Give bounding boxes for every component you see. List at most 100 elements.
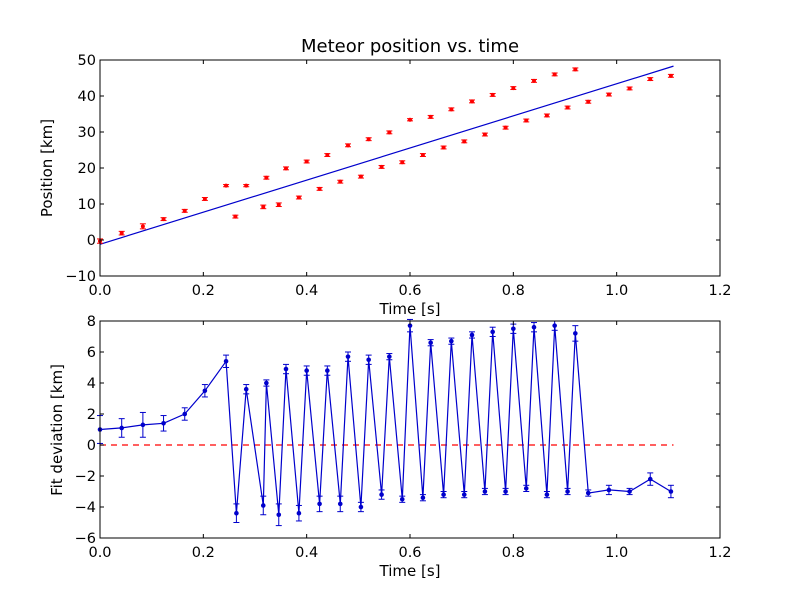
deviation-point bbox=[503, 489, 508, 494]
position-ytick-label: 50 bbox=[78, 53, 96, 69]
deviation-point bbox=[161, 421, 166, 426]
deviation-point bbox=[511, 326, 516, 332]
deviation-ytick-label: 6 bbox=[87, 345, 96, 361]
deviation-point bbox=[119, 425, 124, 431]
position-xtick-label: 1.0 bbox=[605, 283, 628, 299]
deviation-point bbox=[441, 492, 446, 497]
deviation-point bbox=[469, 332, 475, 338]
deviation-ytick-label: 2 bbox=[87, 407, 96, 423]
position-point bbox=[387, 130, 392, 135]
deviation-xtick-label: 1.0 bbox=[605, 545, 628, 561]
position-point bbox=[606, 92, 611, 97]
position-xtick-label: 0.6 bbox=[398, 283, 421, 299]
deviation-xtick-label: 0.6 bbox=[398, 545, 421, 561]
position-point bbox=[276, 202, 281, 207]
deviation-point bbox=[366, 357, 371, 363]
position-ytick-label: −10 bbox=[65, 269, 96, 285]
position-ytick-label: 10 bbox=[78, 197, 96, 213]
deviation-xtick-label: 0.0 bbox=[88, 545, 111, 561]
deviation-point bbox=[276, 512, 282, 518]
deviation-point bbox=[523, 486, 529, 491]
position-point bbox=[648, 77, 653, 82]
position-point bbox=[346, 143, 350, 148]
deviation-point bbox=[283, 366, 289, 372]
deviation-point bbox=[317, 501, 322, 507]
deviation-point bbox=[606, 487, 612, 493]
position-point bbox=[284, 166, 288, 171]
position-point bbox=[161, 217, 166, 222]
position-point bbox=[233, 214, 238, 219]
position-point bbox=[565, 105, 570, 110]
position-plot-title: Meteor position vs. time bbox=[301, 36, 519, 57]
position-point bbox=[511, 86, 516, 91]
position-plot: Meteor position vs. time 0.0 0.2 0.4 0.6 0.8… bbox=[38, 36, 732, 318]
deviation-point bbox=[482, 489, 488, 494]
deviation-xtick-label: 1.2 bbox=[708, 545, 731, 561]
position-point bbox=[317, 186, 322, 191]
position-point bbox=[408, 117, 412, 122]
deviation-point bbox=[182, 411, 188, 417]
position-point bbox=[627, 86, 632, 91]
deviation-point bbox=[234, 510, 239, 516]
position-point bbox=[400, 160, 405, 165]
position-point bbox=[490, 92, 495, 97]
deviation-point bbox=[552, 323, 557, 328]
position-point bbox=[325, 153, 330, 158]
position-ytick-label: 20 bbox=[78, 161, 96, 177]
deviation-point bbox=[573, 331, 578, 336]
position-point bbox=[202, 196, 207, 201]
position-plot-ticks: 0.0 0.2 0.4 0.6 0.8 1.0 1.2 −10 0 10 20 30 40 50 bbox=[65, 53, 731, 299]
position-point bbox=[482, 132, 487, 137]
position-point bbox=[338, 179, 343, 184]
position-xtick-label: 1.2 bbox=[708, 283, 731, 299]
deviation-ytick-label: −4 bbox=[75, 500, 96, 516]
fit-line bbox=[99, 65, 674, 245]
position-point bbox=[224, 183, 229, 188]
deviation-point bbox=[296, 510, 302, 516]
deviation-point bbox=[647, 476, 653, 482]
position-point bbox=[586, 99, 591, 104]
position-point bbox=[420, 153, 425, 158]
position-point bbox=[532, 78, 536, 83]
deviation-point bbox=[379, 492, 384, 497]
position-point bbox=[140, 224, 145, 229]
deviation-point bbox=[565, 489, 570, 494]
position-point bbox=[366, 137, 371, 142]
position-point bbox=[462, 139, 467, 144]
deviation-xtick-label: 0.2 bbox=[192, 545, 215, 561]
deviation-ytick-label: −2 bbox=[75, 469, 96, 485]
deviation-plot: 0.0 0.2 0.4 0.6 0.8 1.0 1.2 −6 −4 −2 0 2 4 6 8 Time [s… bbox=[48, 314, 732, 580]
position-point bbox=[524, 118, 529, 123]
deviation-point bbox=[627, 489, 632, 494]
position-point bbox=[668, 73, 673, 78]
position-xtick-label: 0.4 bbox=[295, 283, 318, 299]
position-ytick-label: 40 bbox=[78, 89, 96, 105]
deviation-point bbox=[202, 388, 208, 394]
position-point bbox=[449, 107, 454, 112]
deviation-point bbox=[449, 338, 454, 344]
position-point bbox=[470, 99, 474, 104]
deviation-ytick-label: 0 bbox=[87, 438, 96, 454]
position-plot-xlabel: Time [s] bbox=[379, 300, 441, 318]
deviation-point bbox=[337, 501, 343, 507]
deviation-point bbox=[387, 354, 392, 359]
deviation-point bbox=[461, 492, 467, 497]
position-xtick-label: 0.2 bbox=[192, 283, 215, 299]
position-point bbox=[182, 208, 187, 213]
position-ytick-label: 30 bbox=[78, 125, 96, 141]
deviation-point bbox=[420, 495, 426, 501]
deviation-point bbox=[358, 504, 364, 510]
position-point bbox=[296, 195, 301, 200]
position-plot-ylabel: Position [km] bbox=[38, 119, 56, 217]
deviation-xtick-label: 0.8 bbox=[502, 545, 525, 561]
deviation-plot-ticks: 0.0 0.2 0.4 0.6 0.8 1.0 1.2 −6 −4 −2 0 2 4 6 8 bbox=[75, 314, 732, 561]
deviation-ytick-label: −6 bbox=[75, 531, 96, 547]
deviation-point bbox=[304, 368, 309, 373]
position-point bbox=[261, 204, 266, 209]
deviation-point bbox=[243, 386, 249, 392]
position-xtick-label: 0.8 bbox=[502, 283, 525, 299]
deviation-point bbox=[490, 329, 495, 335]
position-plot-marks bbox=[97, 65, 674, 245]
